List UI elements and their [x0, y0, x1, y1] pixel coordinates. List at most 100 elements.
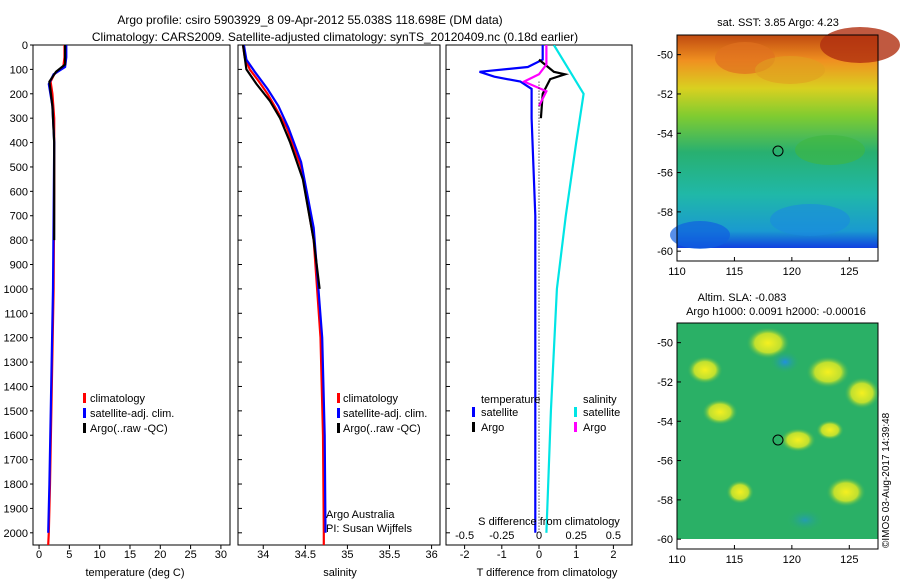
- argo-float-marker: [772, 434, 784, 446]
- sst-cool-patch: [670, 221, 730, 249]
- salinity-panel: 34 34.5 35 35.5 36 salinity climatology sate…: [237, 44, 441, 579]
- difference-legend: temperature salinity satellite Argo sate…: [472, 394, 620, 434]
- map-y-tick-label: -54: [657, 416, 673, 428]
- depth-tick-label: 600: [10, 186, 28, 198]
- legend-label-temp-argo: Argo: [481, 422, 504, 434]
- series-line-satellite-adj-clim-: [47, 45, 68, 533]
- legend-label-climatology: climatology: [90, 393, 146, 405]
- s-tick-label: 0.25: [565, 530, 586, 542]
- series-line-argo: [241, 45, 321, 290]
- depth-tick-label: 900: [10, 260, 28, 272]
- map-x-tick-label: 125: [840, 266, 858, 278]
- depth-tick-label: 1100: [4, 308, 28, 320]
- sla-map-title: Altim. SLA: -0.083: [698, 292, 787, 304]
- sla-map-subtitle: Argo h1000: 0.0091 h2000: -0.00016: [686, 306, 866, 318]
- legend-label-satellite-adj: satellite-adj. clim.: [343, 408, 427, 420]
- x-tick-label: 34: [257, 549, 269, 561]
- map-y-tick-label: -52: [657, 377, 673, 389]
- legend-label-argo: Argo(..raw -QC): [343, 423, 421, 435]
- sla-map-frame: [676, 322, 879, 550]
- depth-tick-label: 1300: [4, 357, 28, 369]
- x-tick-label: 25: [184, 549, 196, 561]
- series-line-temperature-argo: [538, 58, 570, 119]
- legend-swatch-climatology: [337, 393, 340, 403]
- sst-green-patch: [795, 135, 865, 165]
- depth-tick-label: 700: [10, 211, 28, 223]
- temperature-panel: 0 5 10 15 20 25 30 temperature (deg C) climato…: [32, 44, 231, 579]
- x-tick-label: 0: [36, 549, 42, 561]
- s-tick-label: -0.25: [489, 530, 514, 542]
- depth-tick-label: 800: [10, 235, 28, 247]
- difference-series: [479, 45, 585, 533]
- legend-label-climatology: climatology: [343, 393, 399, 405]
- series-line-argo: [48, 45, 67, 241]
- sla-eddy-high: [780, 428, 816, 452]
- x-tick-label: 34.5: [295, 549, 316, 561]
- annotation-pi: PI: Susan Wijffels: [326, 523, 412, 535]
- legend-label-temp-satellite: satellite: [481, 407, 518, 419]
- difference-x-ticks: -2 -1 0 1 2 -0.5 -0.25 0 0.25 0.5: [455, 530, 621, 561]
- sla-eddy-high: [816, 420, 844, 440]
- sst-warm-patch: [755, 56, 825, 84]
- map-y-tick-label: -54: [657, 128, 673, 140]
- sla-map-field: [677, 323, 880, 539]
- map-x-tick-label: 115: [726, 266, 744, 278]
- depth-tick-label: 1400: [4, 381, 28, 393]
- x-tick-label: 36: [425, 549, 437, 561]
- legend-heading-salinity: salinity: [583, 394, 617, 406]
- legend-swatch-sal-argo: [574, 422, 577, 432]
- depth-tick-label: 0: [22, 40, 28, 52]
- salinity-legend: climatology satellite-adj. clim. Argo(..…: [337, 393, 427, 435]
- map-y-tick-label: -60: [657, 534, 673, 546]
- x-tick-label: -1: [497, 549, 507, 561]
- temperature-xlabel: temperature (deg C): [85, 567, 184, 579]
- s-tick-label: -0.5: [455, 530, 474, 542]
- difference-xlabel-bottom: T difference from climatology: [477, 567, 618, 579]
- temperature-series: [47, 45, 68, 545]
- map-y-tick-label: -50: [657, 338, 673, 350]
- legend-label-argo: Argo(..raw -QC): [90, 423, 168, 435]
- figure-title-line1: Argo profile: csiro 5903929_8 09-Apr-201…: [117, 13, 502, 27]
- sst-warm-patch: [820, 27, 900, 63]
- x-tick-label: 1: [573, 549, 579, 561]
- depth-tick-label: 400: [10, 138, 28, 150]
- sla-eddy-high: [726, 480, 754, 504]
- depth-tick-label: 100: [10, 64, 28, 76]
- sst-map-panel: sat. SST: 3.85 Argo: 4.23 110 115 120 125 -5…: [657, 17, 900, 278]
- x-tick-label: 0: [536, 549, 542, 561]
- x-tick-label: 35.5: [379, 549, 400, 561]
- sla-eddy-high: [826, 477, 866, 507]
- temperature-plot-frame: [32, 44, 231, 546]
- salinity-x-ticks: 34 34.5 35 35.5 36: [257, 545, 438, 561]
- depth-tick-label: 1600: [4, 430, 28, 442]
- sla-eddy-high: [702, 399, 738, 425]
- depth-tick-label: 1700: [4, 455, 28, 467]
- series-line-salinity-satellite: [545, 45, 585, 533]
- difference-panel: -2 -1 0 1 2 -0.5 -0.25 0 0.25 0.5 T difference fr…: [445, 44, 633, 579]
- x-tick-label: 15: [124, 549, 136, 561]
- map-x-tick-label: 120: [783, 554, 801, 566]
- salinity-plot-frame: [237, 44, 441, 546]
- map-x-tick-label: 110: [668, 554, 686, 566]
- sla-map-axes: 110 115 120 125 -50 -52 -54 -56 -58 -60: [657, 338, 858, 566]
- map-y-tick-label: -58: [657, 495, 673, 507]
- s-tick-label: 0: [536, 530, 542, 542]
- map-y-tick-label: -52: [657, 89, 673, 101]
- sst-map-title: sat. SST: 3.85 Argo: 4.23: [717, 17, 839, 29]
- sst-map-frame: [676, 34, 879, 262]
- salinity-xlabel: salinity: [323, 567, 357, 579]
- salinity-series: [241, 45, 327, 545]
- sst-cool-patch: [770, 204, 850, 236]
- legend-swatch-satellite-adj: [337, 408, 340, 418]
- sla-eddy-high: [806, 356, 850, 388]
- legend-label-satellite-adj: satellite-adj. clim.: [90, 408, 174, 420]
- legend-swatch-temp-satellite: [472, 407, 475, 417]
- sla-eddy-high: [844, 377, 880, 409]
- map-x-tick-label: 110: [668, 266, 686, 278]
- legend-label-sal-argo: Argo: [583, 422, 606, 434]
- map-y-tick-label: -58: [657, 207, 673, 219]
- depth-tick-label: 300: [10, 113, 28, 125]
- depth-tick-label: 1200: [4, 333, 28, 345]
- legend-swatch-sal-satellite: [574, 407, 577, 417]
- series-line-satellite-adj-clim-: [242, 45, 327, 533]
